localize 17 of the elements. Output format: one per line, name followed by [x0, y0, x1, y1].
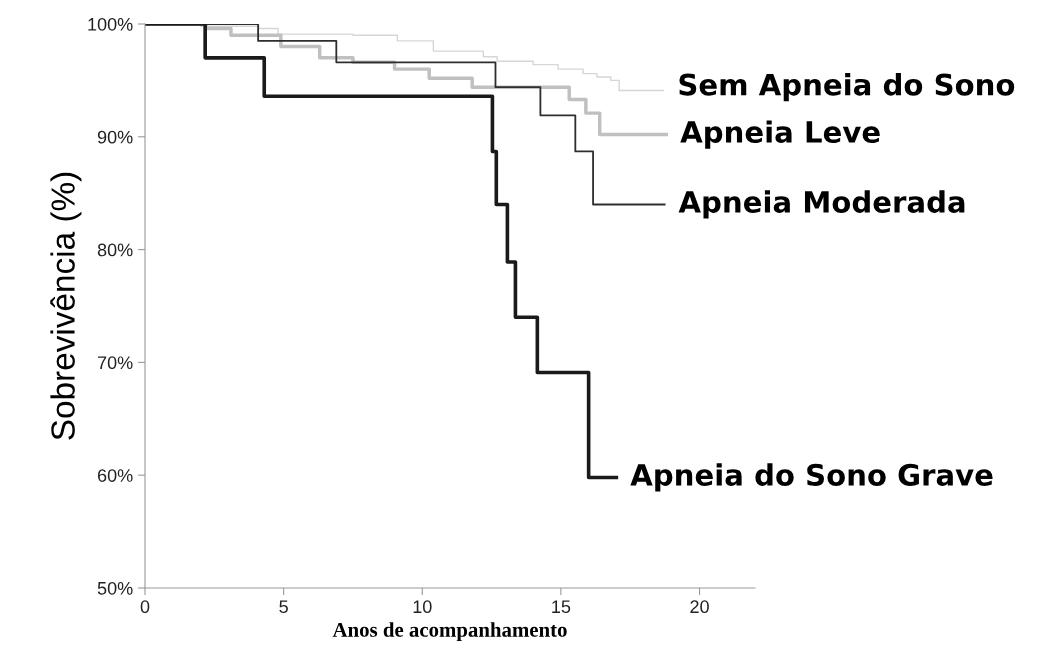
y-tick-label: 100% — [88, 17, 133, 31]
x-axis-title: Anos de acompanhamento — [332, 622, 567, 642]
x-tick-label: 10 — [413, 600, 432, 614]
y-tick-label: 70% — [97, 356, 133, 370]
series-label: Apneia do Sono Grave — [630, 463, 993, 492]
y-tick-label: 60% — [97, 469, 133, 482]
y-tick-label: 50% — [97, 581, 133, 595]
series-label: Apneia Moderada — [678, 190, 965, 219]
x-tick-label: 5 — [279, 600, 288, 614]
y-tick-label: 80% — [97, 243, 133, 257]
x-tick-label: 15 — [552, 600, 571, 614]
series-label: Sem Apneia do Sono — [679, 73, 1015, 102]
y-tick-label: 90% — [97, 130, 133, 144]
y-axis-title: Sobrevivência (%) — [50, 172, 82, 440]
x-tick-label: 20 — [690, 600, 709, 614]
x-tick-label: 0 — [140, 600, 150, 614]
series-label: Apneia Leve — [680, 120, 880, 149]
